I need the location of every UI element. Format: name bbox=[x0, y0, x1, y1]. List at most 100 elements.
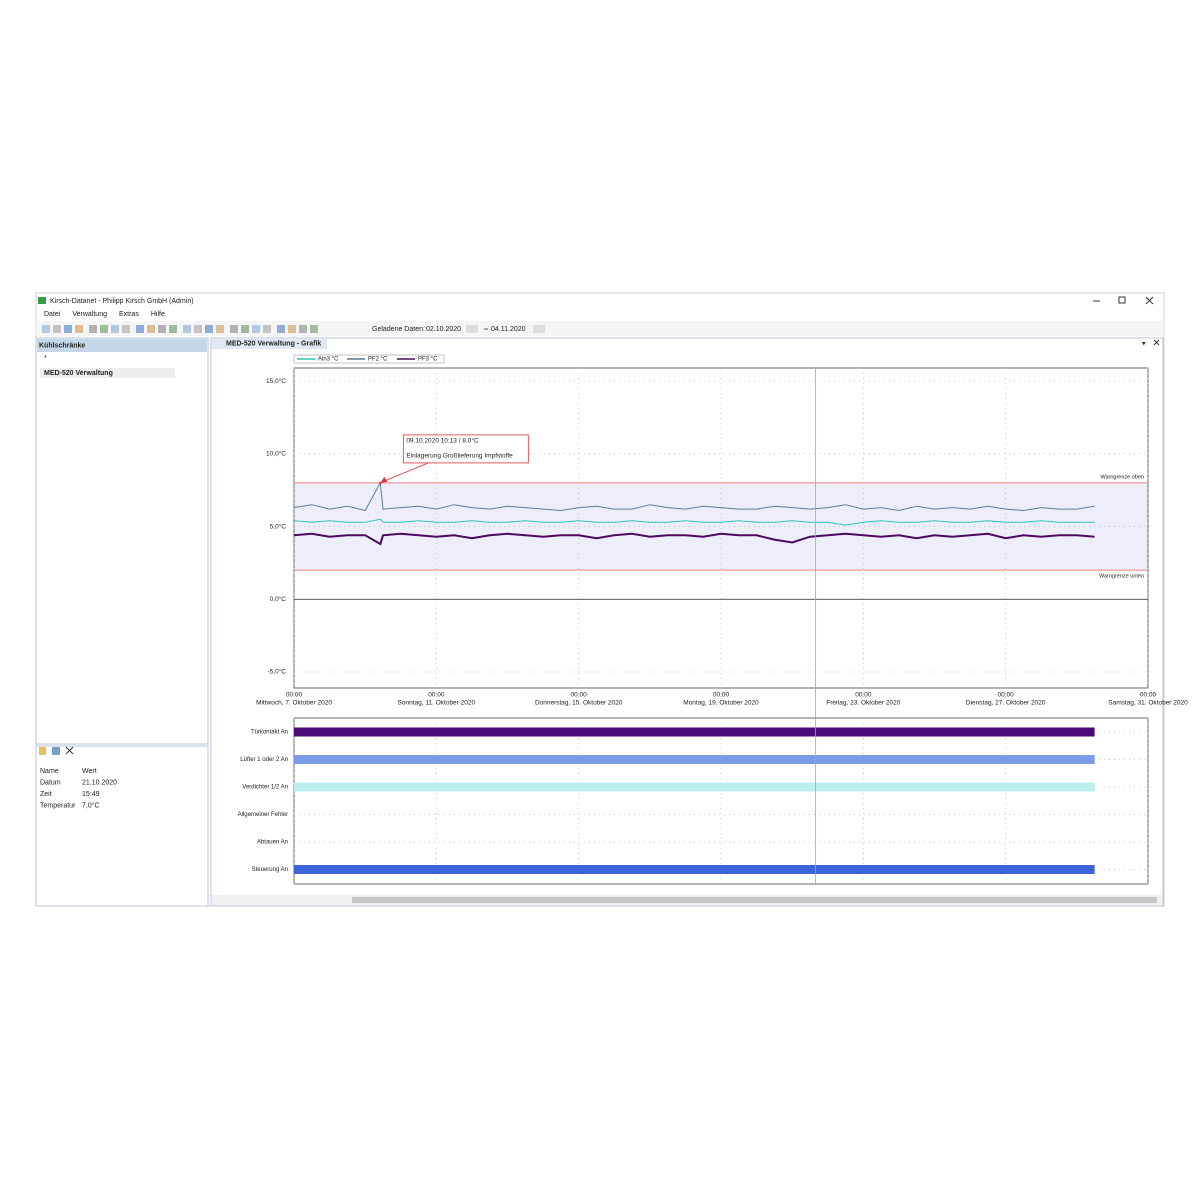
y-tick-label: 0,0°C bbox=[270, 595, 287, 603]
property-cell: Datum bbox=[40, 779, 61, 786]
channel-label: Allgemeiner Fehler bbox=[238, 812, 288, 818]
limit-label: Warngrenze oben bbox=[1100, 474, 1144, 480]
y-tick-label: 5,0°C bbox=[270, 522, 287, 530]
x-tick-label: 00:00 bbox=[855, 692, 872, 699]
toolbar-button[interactable] bbox=[64, 325, 72, 333]
date-to[interactable]: 04.11.2020 bbox=[491, 326, 526, 333]
menu-item[interactable]: Verwaltung bbox=[72, 311, 107, 318]
tree-selection bbox=[40, 368, 175, 378]
channel-bar bbox=[294, 755, 1095, 764]
x-tick-label: 00:00 bbox=[998, 692, 1015, 699]
menu-item[interactable]: Extras bbox=[119, 311, 139, 318]
edit-icon[interactable] bbox=[52, 747, 60, 755]
property-cell: Wert bbox=[82, 768, 97, 775]
toolbar-button[interactable] bbox=[53, 325, 61, 333]
annotation-point bbox=[379, 481, 382, 485]
toolbar-button[interactable] bbox=[158, 325, 166, 333]
date-from[interactable]: 02.10.2020 bbox=[426, 326, 461, 333]
toolbar-button[interactable] bbox=[230, 325, 238, 333]
toolbar-button[interactable] bbox=[194, 325, 202, 333]
channel-label: Türkontakt An bbox=[251, 730, 288, 736]
property-cell: Name bbox=[40, 768, 59, 775]
toolbar-button[interactable] bbox=[136, 325, 144, 333]
tab-close[interactable] bbox=[1153, 339, 1160, 346]
tree-item[interactable]: * bbox=[44, 355, 47, 362]
channel-label: Lüfter 1 oder 2 An bbox=[240, 757, 288, 763]
legend bbox=[293, 354, 445, 364]
delete-icon[interactable] bbox=[65, 746, 74, 755]
property-cell: 15:49 bbox=[82, 791, 100, 798]
legend-label: PF3 °C bbox=[418, 357, 438, 363]
annotation-box bbox=[402, 434, 529, 464]
limit-label: Warngrenze unten bbox=[1099, 574, 1144, 580]
toolbar-button[interactable] bbox=[75, 325, 83, 333]
date-from-picker[interactable] bbox=[466, 325, 478, 333]
date-to-picker[interactable] bbox=[533, 325, 545, 333]
x-tick-label: 00:00 bbox=[1140, 692, 1157, 699]
toolbar-button[interactable] bbox=[147, 325, 155, 333]
tab-menu[interactable]: ▾ bbox=[1142, 340, 1146, 347]
channel-label: Abtauen An bbox=[257, 840, 288, 846]
tree-header bbox=[37, 339, 207, 352]
x-tick-label: 00:00 bbox=[713, 692, 730, 699]
maximize-button[interactable] bbox=[1118, 296, 1126, 304]
scroll-thumb[interactable] bbox=[352, 897, 1157, 903]
tree-panel bbox=[35, 337, 209, 745]
toolbar-button[interactable] bbox=[100, 325, 108, 333]
y-tick-label: -5,0°C bbox=[268, 668, 287, 676]
close-button[interactable] bbox=[1145, 296, 1154, 305]
annotation-text: Einlagerung Großlieferung Impfstoffe bbox=[406, 453, 513, 460]
toolbar-button[interactable] bbox=[216, 325, 224, 333]
property-cell: 7,0°C bbox=[82, 801, 100, 809]
channel-label: Steuerung An bbox=[252, 867, 288, 873]
toolbar-button[interactable] bbox=[89, 325, 97, 333]
property-cell: Temperatur bbox=[40, 802, 76, 809]
toolbar-button[interactable] bbox=[169, 325, 177, 333]
annotation-text: 09.10.2020 10:13 / 8,0°C bbox=[406, 437, 479, 445]
tree-item[interactable]: MED-520 Verwaltung bbox=[44, 370, 113, 377]
toolbar-button[interactable] bbox=[205, 325, 213, 333]
annotation-arrowhead bbox=[380, 476, 388, 483]
menu-item[interactable]: Hilfe bbox=[151, 311, 165, 318]
property-cell: Zeit bbox=[40, 791, 52, 798]
toolbar-button[interactable] bbox=[277, 325, 285, 333]
series-line bbox=[293, 481, 1095, 512]
y-tick-label: 15,0°C bbox=[266, 377, 286, 385]
tab[interactable] bbox=[212, 339, 327, 349]
x-tick-date: Dienstag, 27. Oktober 2020 bbox=[966, 700, 1046, 707]
channel-bar bbox=[294, 727, 1095, 737]
toolbar-button[interactable] bbox=[241, 325, 249, 333]
toolbar-button[interactable] bbox=[183, 325, 191, 333]
toolbar-button[interactable] bbox=[122, 325, 130, 333]
menu-item[interactable]: Datei bbox=[44, 311, 61, 318]
toolbar-button[interactable] bbox=[310, 325, 318, 333]
x-tick-date: Freitag, 23. Oktober 2020 bbox=[826, 700, 900, 707]
warning-band bbox=[294, 482, 1148, 571]
channel-bar bbox=[294, 865, 1095, 874]
toolbar-button[interactable] bbox=[111, 325, 119, 333]
x-tick-date: Sonntag, 11. Oktober 2020 bbox=[398, 700, 476, 707]
x-tick-date: Montag, 19. Oktober 2020 bbox=[683, 700, 759, 707]
channel-label: Verdichter 1/2 An bbox=[242, 785, 288, 791]
x-tick-label: 00:00 bbox=[571, 692, 588, 699]
x-tick-date: Mittwoch, 7. Oktober 2020 bbox=[256, 700, 332, 707]
window-title: Kirsch-Datanet - Philipp Kirsch GmbH (Ad… bbox=[50, 298, 194, 305]
toolbar-button[interactable] bbox=[288, 325, 296, 333]
main-panel bbox=[210, 337, 1164, 907]
tree-header-text: Kühlschränke bbox=[39, 342, 85, 349]
toolbar-button[interactable] bbox=[252, 325, 260, 333]
loaded-label: Geladene Daten: bbox=[372, 326, 425, 333]
legend-label: Ain3 °C bbox=[318, 357, 339, 363]
new-icon[interactable] bbox=[39, 747, 46, 755]
annotation-arrow bbox=[382, 462, 429, 483]
toolbar-button[interactable] bbox=[299, 325, 307, 333]
x-tick-date: Samstag, 31. Oktober 2020 bbox=[1108, 700, 1188, 707]
x-tick-label: 00:00 bbox=[428, 692, 445, 699]
toolbar-button[interactable] bbox=[42, 325, 50, 333]
series-line bbox=[293, 518, 1095, 526]
toolbar-button[interactable] bbox=[263, 325, 271, 333]
app-icon bbox=[38, 297, 46, 304]
channel-bar bbox=[294, 782, 1095, 792]
property-cell: 21.10.2020 bbox=[82, 779, 117, 786]
